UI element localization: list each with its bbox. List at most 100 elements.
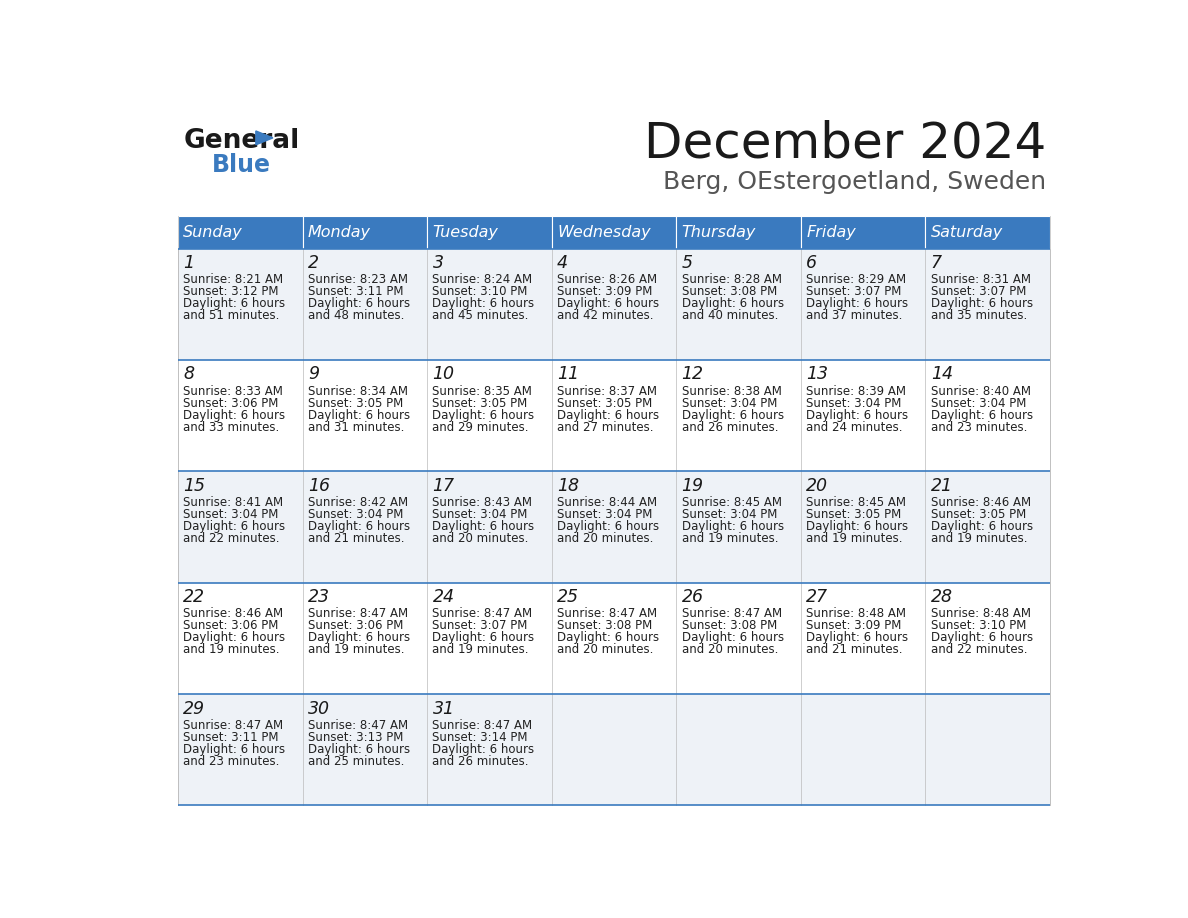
Bar xyxy=(801,360,925,472)
Text: Daylight: 6 hours: Daylight: 6 hours xyxy=(557,409,659,421)
Text: Sunset: 3:05 PM: Sunset: 3:05 PM xyxy=(930,508,1026,521)
Text: Daylight: 6 hours: Daylight: 6 hours xyxy=(308,297,410,310)
Text: Sunset: 3:05 PM: Sunset: 3:05 PM xyxy=(308,397,403,409)
Text: and 37 minutes.: and 37 minutes. xyxy=(807,309,903,322)
Text: Daylight: 6 hours: Daylight: 6 hours xyxy=(807,520,909,533)
Text: and 51 minutes.: and 51 minutes. xyxy=(183,309,279,322)
Bar xyxy=(925,472,1050,583)
Bar xyxy=(676,472,801,583)
Text: Sunrise: 8:38 AM: Sunrise: 8:38 AM xyxy=(682,385,782,397)
Text: Sunrise: 8:34 AM: Sunrise: 8:34 AM xyxy=(308,385,407,397)
Text: 26: 26 xyxy=(682,588,703,606)
Text: Sunset: 3:06 PM: Sunset: 3:06 PM xyxy=(183,620,279,633)
Bar xyxy=(303,217,426,249)
Bar xyxy=(426,583,551,694)
Text: Sunrise: 8:46 AM: Sunrise: 8:46 AM xyxy=(930,496,1031,509)
Text: and 19 minutes.: and 19 minutes. xyxy=(930,532,1028,545)
Text: Daylight: 6 hours: Daylight: 6 hours xyxy=(308,520,410,533)
Text: Sunrise: 8:47 AM: Sunrise: 8:47 AM xyxy=(308,608,407,621)
Text: and 19 minutes.: and 19 minutes. xyxy=(432,644,529,656)
Text: Sunrise: 8:35 AM: Sunrise: 8:35 AM xyxy=(432,385,532,397)
Text: Daylight: 6 hours: Daylight: 6 hours xyxy=(807,632,909,644)
Text: Sunset: 3:09 PM: Sunset: 3:09 PM xyxy=(807,620,902,633)
Text: and 20 minutes.: and 20 minutes. xyxy=(557,644,653,656)
Text: Daylight: 6 hours: Daylight: 6 hours xyxy=(930,409,1032,421)
Text: Daylight: 6 hours: Daylight: 6 hours xyxy=(557,632,659,644)
Text: Sunrise: 8:29 AM: Sunrise: 8:29 AM xyxy=(807,274,906,286)
Text: Daylight: 6 hours: Daylight: 6 hours xyxy=(308,409,410,421)
Text: 31: 31 xyxy=(432,700,455,718)
Text: 24: 24 xyxy=(432,588,455,606)
Bar xyxy=(303,472,426,583)
Text: Saturday: Saturday xyxy=(930,225,1003,241)
Polygon shape xyxy=(255,131,273,145)
Text: 2: 2 xyxy=(308,254,318,272)
Bar xyxy=(676,583,801,694)
Text: Daylight: 6 hours: Daylight: 6 hours xyxy=(930,632,1032,644)
Text: Daylight: 6 hours: Daylight: 6 hours xyxy=(308,632,410,644)
Text: and 48 minutes.: and 48 minutes. xyxy=(308,309,404,322)
Text: 27: 27 xyxy=(807,588,828,606)
Bar xyxy=(676,249,801,360)
Text: and 25 minutes.: and 25 minutes. xyxy=(308,755,404,767)
Text: Sunset: 3:11 PM: Sunset: 3:11 PM xyxy=(308,285,404,298)
Text: 19: 19 xyxy=(682,476,703,495)
Bar xyxy=(426,694,551,805)
Text: Sunrise: 8:46 AM: Sunrise: 8:46 AM xyxy=(183,608,284,621)
Bar xyxy=(676,694,801,805)
Text: and 22 minutes.: and 22 minutes. xyxy=(930,644,1028,656)
Text: and 42 minutes.: and 42 minutes. xyxy=(557,309,653,322)
Text: General: General xyxy=(183,128,299,154)
Text: 29: 29 xyxy=(183,700,206,718)
Text: 28: 28 xyxy=(930,588,953,606)
Text: Thursday: Thursday xyxy=(682,225,756,241)
Text: Daylight: 6 hours: Daylight: 6 hours xyxy=(432,297,535,310)
Text: Sunset: 3:04 PM: Sunset: 3:04 PM xyxy=(183,508,279,521)
Text: Daylight: 6 hours: Daylight: 6 hours xyxy=(807,297,909,310)
Text: Sunrise: 8:28 AM: Sunrise: 8:28 AM xyxy=(682,274,782,286)
Text: 13: 13 xyxy=(807,365,828,384)
Text: 3: 3 xyxy=(432,254,443,272)
Text: 5: 5 xyxy=(682,254,693,272)
Bar xyxy=(801,249,925,360)
Text: and 33 minutes.: and 33 minutes. xyxy=(183,420,279,433)
Text: 10: 10 xyxy=(432,365,455,384)
Text: Sunrise: 8:31 AM: Sunrise: 8:31 AM xyxy=(930,274,1031,286)
Text: Sunset: 3:10 PM: Sunset: 3:10 PM xyxy=(930,620,1026,633)
Text: Sunset: 3:13 PM: Sunset: 3:13 PM xyxy=(308,731,403,744)
Text: 14: 14 xyxy=(930,365,953,384)
Text: Sunrise: 8:43 AM: Sunrise: 8:43 AM xyxy=(432,496,532,509)
Text: Sunrise: 8:42 AM: Sunrise: 8:42 AM xyxy=(308,496,407,509)
Text: Daylight: 6 hours: Daylight: 6 hours xyxy=(183,297,285,310)
Text: Sunrise: 8:47 AM: Sunrise: 8:47 AM xyxy=(432,719,532,732)
Bar xyxy=(178,694,303,805)
Text: and 35 minutes.: and 35 minutes. xyxy=(930,309,1026,322)
Text: 11: 11 xyxy=(557,365,579,384)
Text: Sunrise: 8:40 AM: Sunrise: 8:40 AM xyxy=(930,385,1031,397)
Text: Daylight: 6 hours: Daylight: 6 hours xyxy=(807,409,909,421)
Text: and 19 minutes.: and 19 minutes. xyxy=(807,532,903,545)
Bar xyxy=(303,694,426,805)
Text: Berg, OEstergoetland, Sweden: Berg, OEstergoetland, Sweden xyxy=(663,170,1045,195)
Text: 22: 22 xyxy=(183,588,206,606)
Text: Sunset: 3:04 PM: Sunset: 3:04 PM xyxy=(308,508,403,521)
Text: Sunrise: 8:47 AM: Sunrise: 8:47 AM xyxy=(682,608,782,621)
Text: Friday: Friday xyxy=(807,225,855,241)
Bar xyxy=(925,360,1050,472)
Text: and 19 minutes.: and 19 minutes. xyxy=(183,644,280,656)
Text: Daylight: 6 hours: Daylight: 6 hours xyxy=(682,297,784,310)
Text: Blue: Blue xyxy=(211,153,271,177)
Text: 6: 6 xyxy=(807,254,817,272)
Text: and 45 minutes.: and 45 minutes. xyxy=(432,309,529,322)
Text: Daylight: 6 hours: Daylight: 6 hours xyxy=(183,743,285,756)
Text: Sunrise: 8:45 AM: Sunrise: 8:45 AM xyxy=(682,496,782,509)
Bar xyxy=(676,217,801,249)
Text: Sunset: 3:04 PM: Sunset: 3:04 PM xyxy=(682,508,777,521)
Text: Sunrise: 8:47 AM: Sunrise: 8:47 AM xyxy=(183,719,284,732)
Text: Sunset: 3:08 PM: Sunset: 3:08 PM xyxy=(682,620,777,633)
Text: and 23 minutes.: and 23 minutes. xyxy=(930,420,1028,433)
Text: 20: 20 xyxy=(807,476,828,495)
Bar xyxy=(925,249,1050,360)
Text: Sunrise: 8:44 AM: Sunrise: 8:44 AM xyxy=(557,496,657,509)
Text: Sunset: 3:12 PM: Sunset: 3:12 PM xyxy=(183,285,279,298)
